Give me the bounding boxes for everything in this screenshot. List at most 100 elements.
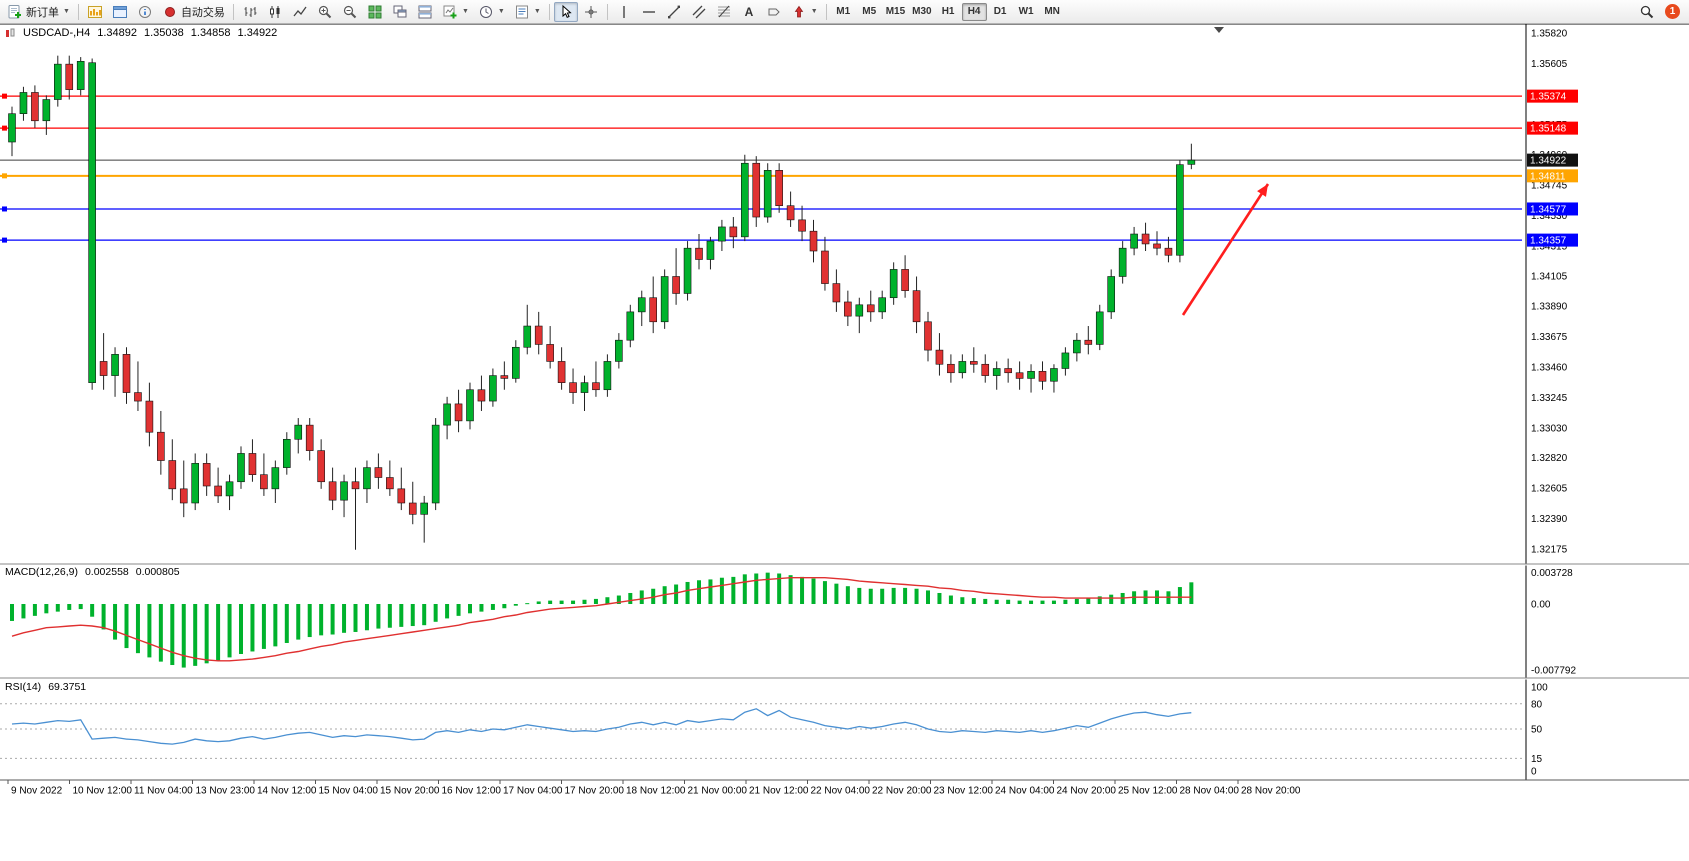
new-order-label: 新订单 (26, 6, 59, 19)
time-axis[interactable]: 9 Nov 2022 10 Nov 12:00 11 Nov 04:00 13 Nov… (7, 780, 1301, 797)
svg-text:17 Nov 20:00: 17 Nov 20:00 (565, 786, 625, 797)
ohlc-low: 1.34858 (190, 27, 231, 39)
cascade-windows-button[interactable] (388, 2, 412, 22)
tile-windows-button[interactable] (363, 2, 387, 22)
timeframe-w1-button[interactable]: W1 (1018, 6, 1034, 17)
chart-canvas[interactable]: 1.358201.356051.353901.351751.349601.347… (0, 24, 1689, 861)
toolbar-separator (825, 3, 827, 20)
autotrading-button[interactable]: 自动交易 (158, 2, 229, 22)
add-chart-icon (443, 5, 457, 18)
info-circle-icon (138, 5, 151, 18)
ohlc-high: 1.35038 (144, 27, 184, 39)
profiles-button[interactable] (108, 2, 132, 22)
zoom-in-button[interactable] (313, 2, 337, 22)
svg-text:1.34357: 1.34357 (1530, 236, 1567, 247)
crosshair-tool-button[interactable] (579, 2, 603, 22)
svg-text:22 Nov 20:00: 22 Nov 20:00 (872, 786, 932, 797)
svg-text:11 Nov 04:00: 11 Nov 04:00 (134, 786, 193, 797)
timeframe-d1-button[interactable]: D1 (993, 6, 1007, 17)
new-order-button[interactable]: 新订单 ▼ (3, 2, 74, 22)
hline-1.35148[interactable] (0, 125, 1522, 131)
svg-text:1.33460: 1.33460 (1531, 363, 1568, 374)
svg-text:1.33890: 1.33890 (1531, 302, 1568, 313)
candlestick-mode-button[interactable] (263, 2, 287, 22)
horizontal-line-tool-button[interactable] (637, 2, 661, 22)
svg-text:14 Nov 12:00: 14 Nov 12:00 (257, 786, 317, 797)
chevron-down-icon: ▼ (497, 8, 505, 15)
svg-text:1.35605: 1.35605 (1531, 59, 1568, 70)
timeframe-mn-button[interactable]: MN (1044, 6, 1060, 17)
line-chart-mode-button[interactable] (288, 2, 312, 22)
chart-icon (6, 28, 15, 37)
svg-text:1.34315: 1.34315 (1531, 242, 1568, 253)
rsi-line (11, 708, 1192, 745)
price-axis[interactable]: 1.358201.356051.353901.351751.349601.347… (1531, 29, 1568, 556)
svg-text:9 Nov 2022: 9 Nov 2022 (11, 786, 63, 797)
timeframe-m1-button[interactable]: M1 (836, 6, 851, 17)
chevron-down-icon: ▼ (810, 8, 818, 15)
bar-chart-icon (244, 6, 257, 17)
timeframe-h4-button[interactable]: H4 (961, 2, 987, 21)
text-icon: A (744, 5, 753, 19)
symbol-period-label: USDCAD-,H4 (23, 27, 91, 39)
timeframe-m30-button[interactable]: M30 (912, 6, 932, 17)
svg-text:24 Nov 04:00: 24 Nov 04:00 (995, 786, 1055, 797)
toolbar-separator (232, 3, 234, 20)
svg-text:1.32175: 1.32175 (1531, 545, 1568, 556)
svg-text:1.34105: 1.34105 (1531, 271, 1568, 282)
svg-text:0.00: 0.00 (1531, 600, 1551, 611)
svg-text:23 Nov 12:00: 23 Nov 12:00 (934, 786, 994, 797)
zoom-out-button[interactable] (338, 2, 362, 22)
chart-shift-marker[interactable] (1214, 27, 1224, 33)
label-tool-button[interactable] (762, 2, 786, 22)
chevron-down-icon: ▼ (63, 8, 70, 15)
vertical-line-tool-button[interactable] (612, 2, 636, 22)
horizontal-line-icon (642, 10, 655, 13)
arrows-tool-button[interactable]: ▼ (787, 2, 822, 22)
template-button[interactable]: ▼ (510, 2, 545, 22)
svg-text:28 Nov 04:00: 28 Nov 04:00 (1180, 786, 1240, 797)
hline-1.34811[interactable] (0, 173, 1522, 179)
template-icon (515, 5, 528, 18)
trendline-tool-button[interactable] (662, 2, 686, 22)
timeframe-m5-button[interactable]: M5 (862, 6, 877, 17)
vertical-line-icon (623, 5, 625, 18)
price-badge-1.34577: 1.34577 (1527, 202, 1578, 216)
svg-text:16 Nov 12:00: 16 Nov 12:00 (442, 786, 502, 797)
chart-info-line: USDCAD-,H4 1.34892 1.35038 1.34858 1.349… (5, 27, 277, 39)
hline-1.34577[interactable] (0, 206, 1522, 212)
toolbar-separator (77, 3, 79, 20)
svg-text:1.34745: 1.34745 (1531, 181, 1568, 192)
candlestick-icon (269, 5, 280, 18)
text-tool-button[interactable]: A (737, 2, 761, 22)
charts-button[interactable] (83, 2, 107, 22)
bar-chart-mode-button[interactable] (238, 2, 262, 22)
hline-1.35374[interactable] (0, 93, 1522, 99)
timeframe-h1-button[interactable]: H1 (941, 6, 955, 17)
search-button[interactable] (1635, 2, 1659, 22)
svg-text:-0.007792: -0.007792 (1531, 666, 1576, 677)
notification-badge[interactable]: 1 (1665, 4, 1680, 19)
trend-arrow-annotation[interactable] (1181, 183, 1270, 316)
add-indicator-button[interactable]: ▼ (438, 2, 473, 22)
search-icon (1640, 5, 1654, 18)
period-button[interactable]: ▼ (474, 2, 509, 22)
timeframe-m15-button[interactable]: M15 (885, 6, 906, 17)
new-order-icon (8, 4, 21, 18)
svg-text:1.33675: 1.33675 (1531, 332, 1568, 343)
ohlc-close: 1.34922 (237, 27, 278, 39)
tile-horizontal-button[interactable] (413, 2, 437, 22)
navigator-button[interactable] (133, 2, 157, 22)
cursor-tool-button[interactable] (553, 1, 578, 22)
price-badge-1.34357: 1.34357 (1527, 233, 1578, 247)
channel-tool-button[interactable] (687, 2, 711, 22)
hline-1.34357[interactable] (0, 237, 1522, 243)
svg-text:0.003728: 0.003728 (1531, 568, 1573, 579)
svg-text:1.32820: 1.32820 (1531, 453, 1568, 464)
svg-text:1.34530: 1.34530 (1531, 211, 1568, 222)
fibonacci-tool-button[interactable] (712, 2, 736, 22)
tile-horizontal-icon (418, 5, 432, 18)
cursor-icon (562, 4, 572, 18)
arrow-marker-icon (794, 5, 804, 17)
horizontal-line-objects (0, 93, 1522, 243)
